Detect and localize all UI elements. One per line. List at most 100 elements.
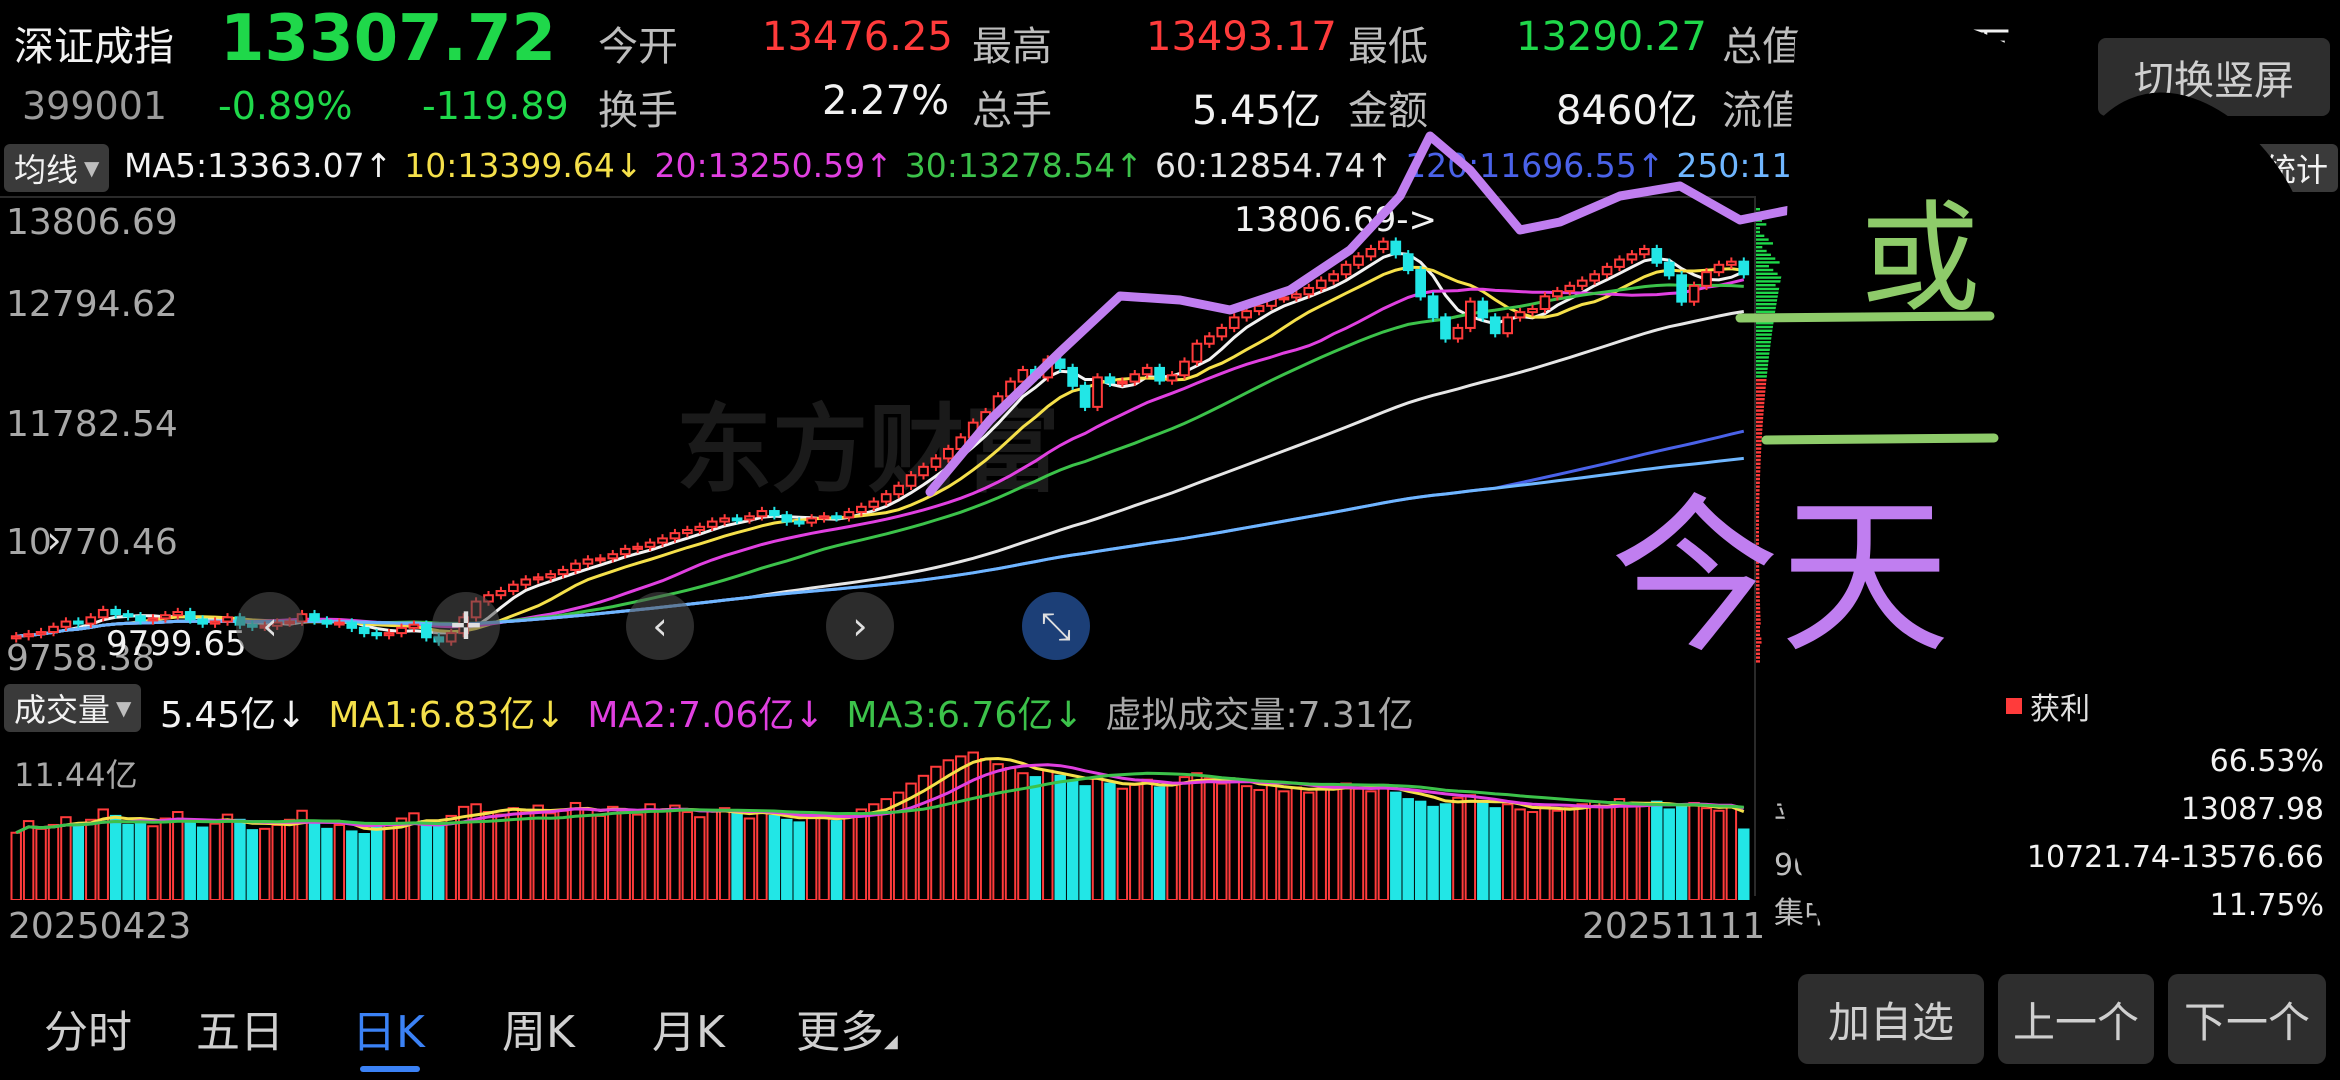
cost-bar: [1756, 599, 1776, 602]
cost-bar: [1756, 363, 1807, 367]
cost-bar: [1756, 394, 1827, 397]
volume-bar: [520, 809, 532, 900]
pan-right-icon[interactable]: ›: [826, 592, 894, 660]
cost-bar: [1756, 333, 1802, 336]
cost-bar: [1756, 550, 1784, 553]
volume-bar: [470, 803, 482, 900]
cost-bar: [1756, 607, 1764, 610]
candle: [1601, 265, 1613, 276]
cost-bar: [1756, 656, 1760, 659]
pan-left-icon[interactable]: ‹: [626, 592, 694, 660]
high-marker-label: 13806.69->: [1234, 200, 1437, 240]
volume-bar: [370, 826, 383, 900]
candle: [1228, 316, 1240, 329]
ma60-line: [16, 310, 1745, 638]
volume-bar: [1278, 790, 1290, 900]
volume-bar: [507, 807, 520, 900]
candle: [48, 625, 59, 634]
cost-bar: [1756, 211, 1760, 215]
volume-bar: [743, 817, 756, 900]
tab-five-day[interactable]: 五日: [196, 1007, 284, 1058]
zoom-icon[interactable]: ⤡: [1022, 592, 1090, 660]
volume-bar: [321, 827, 333, 900]
tab-weekly-k[interactable]: 周K: [502, 1007, 575, 1058]
add-watchlist-button[interactable]: 加自选: [1798, 974, 1984, 1064]
candle: [172, 611, 184, 617]
cost-bar: [1756, 576, 1780, 579]
cost-bar: [1756, 253, 1771, 256]
ma10-line: [16, 265, 1744, 638]
cost-bar: [1756, 360, 1803, 363]
tab-monthly-k[interactable]: 月K: [652, 1007, 725, 1058]
candle: [1452, 326, 1464, 340]
volume-bar: [1066, 779, 1079, 900]
volume-bar: [1414, 800, 1427, 900]
volume-bar: [1191, 772, 1203, 900]
scroll-left-icon[interactable]: ‹: [236, 592, 304, 660]
volume-bar: [221, 813, 234, 900]
volume-bar: [1029, 776, 1042, 900]
ma-value-3: 30:13278.54↑: [904, 146, 1143, 185]
candle: [1539, 295, 1551, 310]
y-tick-4: 9758.38: [6, 638, 155, 679]
volume-ma2: MA2:7.06亿↓: [587, 695, 825, 736]
range-stats-label: 区间统计: [2200, 151, 2329, 189]
cost-bar: [1756, 618, 1769, 621]
cost-bar: [1756, 629, 1760, 633]
cost-bar: [1756, 569, 1777, 572]
candle: [97, 608, 109, 619]
volume-bar: [134, 821, 147, 900]
switch-portrait-button[interactable]: 切换竖屏: [2098, 38, 2330, 116]
volume-bar: [246, 829, 259, 900]
expand-left-icon[interactable]: ›: [46, 518, 62, 562]
profit-legend-label: 获利: [2030, 692, 2090, 727]
stat-label-open: 今开: [598, 24, 678, 70]
tab-daily-k[interactable]: 日K: [352, 1007, 425, 1058]
candle: [73, 620, 84, 625]
candle: [1552, 290, 1563, 298]
volume-bar: [1588, 800, 1601, 900]
candle: [918, 465, 929, 477]
ma-value-2: 20:13250.59↑: [654, 146, 893, 185]
range-stats-button[interactable]: 区间统计: [2190, 144, 2339, 192]
candle: [1079, 384, 1091, 408]
stat-value-amount: 8460亿: [1556, 88, 1698, 134]
volume-bar: [333, 823, 346, 900]
volume-bar: [308, 821, 321, 900]
candle: [1663, 261, 1675, 277]
cost-bar: [1756, 272, 1778, 275]
volume-bar: [420, 820, 433, 900]
candle: [967, 421, 979, 439]
cost-label-avg-cost: 平均成本:: [1774, 800, 1905, 835]
candle: [520, 578, 532, 586]
cost-bar: [1756, 417, 1823, 420]
candle: [582, 558, 594, 565]
move-icon[interactable]: ✛: [432, 592, 500, 660]
tab-intraday[interactable]: 分时: [44, 1007, 132, 1058]
next-button[interactable]: 下一个: [2168, 974, 2326, 1064]
candle: [1651, 248, 1663, 264]
tab-more[interactable]: 更多◢: [796, 996, 898, 1060]
cost-bar: [1756, 466, 1822, 469]
volume-bar: [706, 809, 718, 900]
candle: [1166, 374, 1178, 382]
volume-bar: [868, 803, 880, 900]
volume-chart[interactable]: [0, 740, 1754, 900]
candle: [321, 619, 333, 625]
previous-button[interactable]: 上一个: [1998, 974, 2154, 1064]
candle: [23, 633, 34, 638]
volume-selector[interactable]: 成交量 ▼: [4, 684, 142, 732]
volume-bar: [159, 817, 172, 900]
cost-bar: [1756, 481, 1814, 484]
volume-bar: [1141, 778, 1153, 900]
index-name: 深证成指: [14, 24, 174, 70]
candle: [1614, 258, 1625, 268]
cost-value-avg-cost: 13087.98: [2180, 792, 2324, 827]
cost-bar: [1756, 595, 1774, 598]
ma-selector[interactable]: 均线 ▼: [4, 144, 110, 192]
stat-value-float-value: 亿: [1996, 88, 2036, 134]
candle: [1328, 273, 1339, 282]
caret-down-icon: ▼: [116, 696, 132, 720]
volume-bar: [756, 811, 768, 900]
y-tick-3: 10770.46: [6, 522, 178, 563]
